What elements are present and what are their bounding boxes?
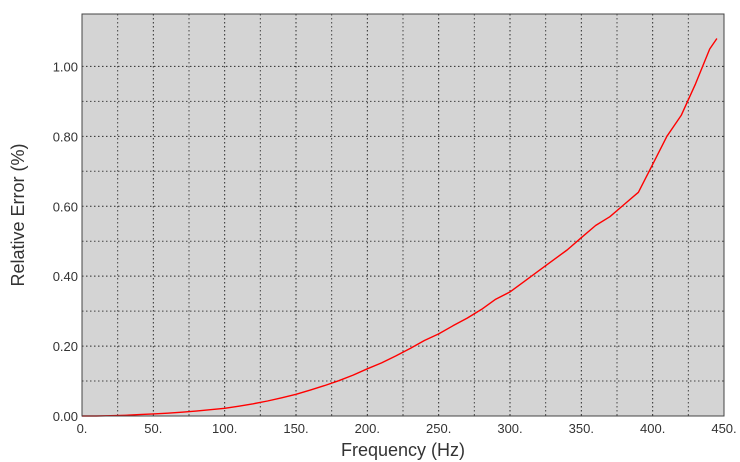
x-tick-label: 450. xyxy=(711,421,736,436)
y-axis-ticks: 0.00 0.20 0.40 0.60 0.80 1.00 xyxy=(53,59,78,424)
y-tick-label: 0.80 xyxy=(53,129,78,144)
plot-border xyxy=(81,13,725,417)
x-tick-label: 150. xyxy=(283,421,308,436)
series-line xyxy=(82,38,718,417)
x-tick-label: 100. xyxy=(212,421,237,436)
y-tick-label: 0.60 xyxy=(53,199,78,214)
x-tick-label: 400. xyxy=(640,421,665,436)
y-tick-label: 0.20 xyxy=(53,339,78,354)
x-tick-label: 350. xyxy=(569,421,594,436)
y-tick-label: 0.00 xyxy=(53,409,78,424)
y-axis-title: Relative Error (%) xyxy=(8,143,28,286)
grid xyxy=(82,14,725,416)
y-tick-label: 0.40 xyxy=(53,269,78,284)
x-tick-label: 300. xyxy=(497,421,522,436)
x-axis-ticks: 0. 50. 100. 150. 200. 250. 300. 350. 400. 450. xyxy=(77,421,737,436)
x-tick-label: 50. xyxy=(144,421,162,436)
x-tick-label: 0. xyxy=(77,421,88,436)
x-tick-label: 250. xyxy=(426,421,451,436)
series-layer xyxy=(82,38,718,417)
x-axis-title: Frequency (Hz) xyxy=(341,440,465,460)
x-tick-label: 200. xyxy=(355,421,380,436)
y-tick-label: 1.00 xyxy=(53,59,78,74)
